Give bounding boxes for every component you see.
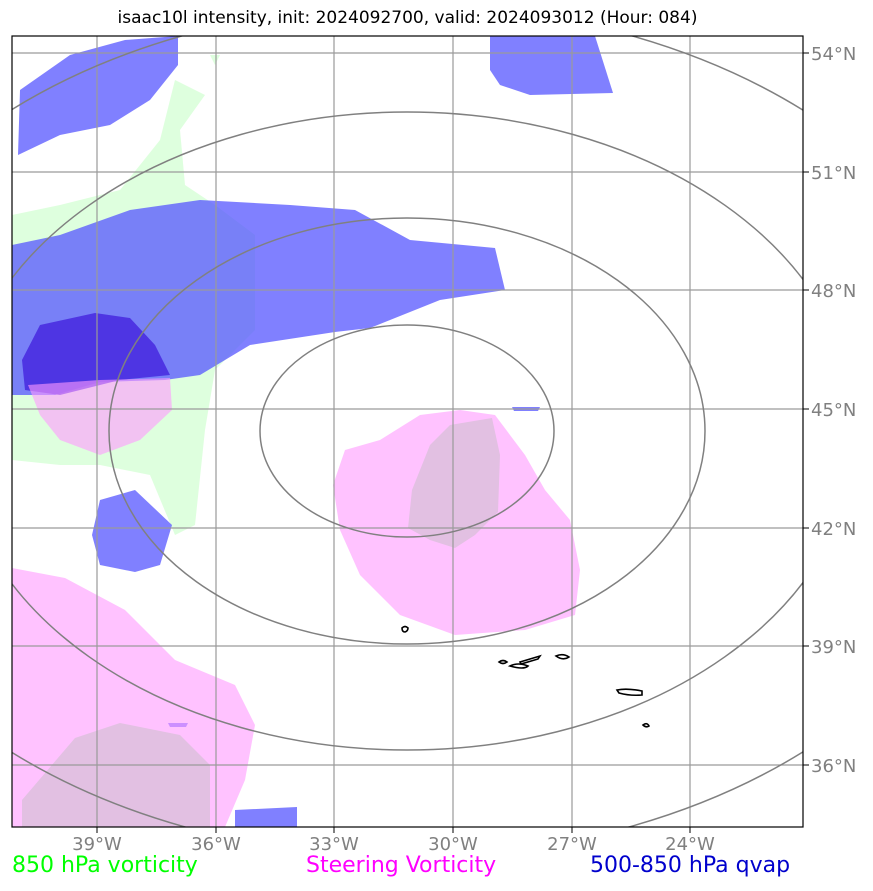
qvap-area-small: [92, 490, 172, 572]
lon-tick-label: 27°W: [547, 834, 597, 855]
qvap-core: [22, 313, 170, 395]
overlap-layer: [22, 418, 500, 827]
overlap-sw: [22, 723, 210, 827]
map-frame: [11, 35, 804, 828]
qvap-area-ne: [490, 36, 613, 95]
range-ring-3: [12, 111, 803, 751]
lon-ticks: [96, 827, 691, 833]
lat-tick-label: 42°N: [811, 519, 856, 540]
lat-tick-label: 51°N: [811, 163, 856, 184]
island-sao-jorge: [518, 654, 542, 665]
vorticity-850-fleck: [210, 55, 220, 65]
legend-850-vorticity: 850 hPa vorticity: [12, 853, 198, 878]
qvap-area-nw: [18, 36, 178, 155]
island-terceira: [554, 653, 571, 660]
steering-vorticity-layer: [12, 378, 580, 827]
lat-tick-label: 48°N: [811, 281, 856, 302]
lat-tick-label: 45°N: [811, 400, 856, 421]
lon-tick-label: 30°W: [428, 834, 478, 855]
range-ring-inner: [259, 324, 555, 538]
island-sao-miguel: [615, 688, 643, 697]
legend-steering-vorticity: Steering Vorticity: [306, 853, 497, 878]
lon-tick-label: 24°W: [665, 834, 715, 855]
island-santa-maria: [641, 722, 651, 728]
lat-tick-label: 39°N: [811, 637, 856, 658]
coastlines: [401, 625, 651, 728]
lat-ticks: [803, 52, 809, 766]
steering-vorticity-sw: [12, 568, 255, 827]
lon-tick-label: 39°W: [72, 834, 122, 855]
island-faial: [497, 659, 509, 665]
island-corvo: [401, 625, 409, 633]
steering-vorticity-west: [28, 378, 172, 455]
lat-tick-label: 36°N: [811, 756, 856, 777]
lat-tick-label: 54°N: [811, 44, 856, 65]
island-pico: [507, 663, 530, 669]
overlap-center: [408, 418, 500, 548]
map-title: isaac10l intensity, init: 2024092700, va…: [117, 8, 698, 28]
range-rings: [12, 36, 803, 827]
legend-qvap: 500-850 hPa qvap: [590, 853, 791, 878]
steering-vorticity-center: [333, 410, 580, 635]
lon-tick-label: 33°W: [309, 834, 359, 855]
range-ring-2: [108, 217, 706, 645]
qvap-area-south: [235, 807, 297, 827]
lon-tick-label: 36°W: [191, 834, 241, 855]
